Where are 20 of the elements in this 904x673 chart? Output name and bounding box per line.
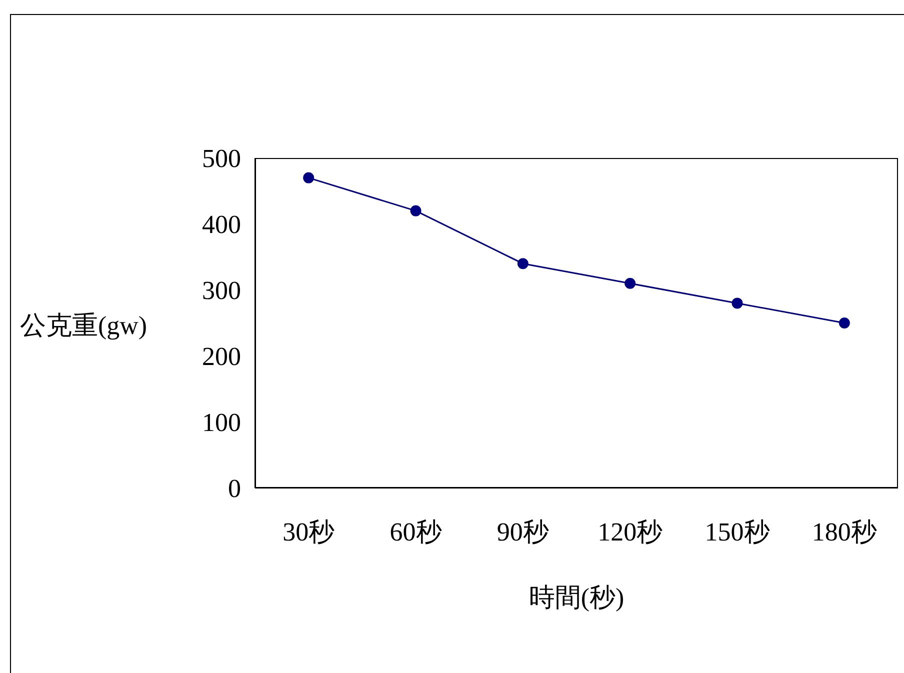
x-axis-title: 時間(秒) — [528, 582, 626, 614]
y-tick-label: 400 — [202, 210, 241, 240]
y-tick-label: 200 — [202, 342, 241, 372]
x-tick-label: 180秒 — [812, 517, 877, 546]
y-axis-title: 公克重(gw) — [20, 310, 148, 342]
point — [303, 172, 314, 184]
point — [410, 205, 422, 216]
point — [624, 278, 636, 289]
point — [517, 258, 528, 270]
y-tick-label: 300 — [202, 276, 241, 306]
x-tick-label: 150秒 — [704, 517, 770, 546]
y-tick-label: 0 — [228, 474, 241, 504]
x-tick-label: 90秒 — [496, 517, 549, 546]
x-tick-label: 60秒 — [390, 517, 442, 546]
y-tick-label: 100 — [202, 408, 241, 438]
point — [732, 298, 743, 309]
x-tick-label: 30秒 — [282, 517, 335, 546]
y-tick-label: 500 — [202, 144, 241, 174]
x-tick-label: 120秒 — [598, 517, 663, 546]
point — [838, 318, 850, 328]
